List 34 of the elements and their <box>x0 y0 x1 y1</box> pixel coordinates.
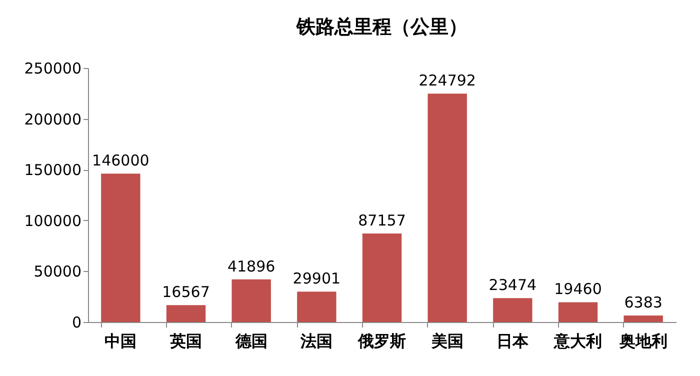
bar <box>428 94 467 322</box>
data-label: 23474 <box>488 276 537 294</box>
y-tick-label: 50000 <box>34 262 82 281</box>
bar <box>297 292 336 322</box>
x-tick-label: 意大利 <box>553 332 602 350</box>
x-tick-label: 美国 <box>430 332 464 350</box>
y-tick-label: 250000 <box>24 60 82 78</box>
y-tick-label: 150000 <box>24 161 82 180</box>
bar <box>166 305 206 322</box>
data-label: 87157 <box>358 211 406 230</box>
x-tick-label: 俄罗斯 <box>357 332 406 350</box>
data-label: 146000 <box>92 152 150 170</box>
bar <box>493 298 532 322</box>
data-label: 6383 <box>624 294 662 312</box>
bar <box>624 316 663 322</box>
x-tick-label: 法国 <box>300 332 333 350</box>
data-label: 16567 <box>162 283 210 302</box>
y-tick-label: 0 <box>72 314 82 332</box>
y-tick-label: 100000 <box>24 212 82 230</box>
data-label: 224792 <box>418 72 476 90</box>
x-tick-label: 德国 <box>234 332 268 350</box>
data-label: 19460 <box>554 280 602 298</box>
data-label: 41896 <box>227 257 276 276</box>
x-tick-label: 中国 <box>104 332 137 350</box>
bar <box>558 302 598 322</box>
bar <box>232 279 271 322</box>
chart-title: 铁路总里程（公里） <box>296 16 468 38</box>
bar <box>362 233 402 322</box>
x-tick-label: 奥地利 <box>618 332 668 350</box>
bar <box>101 174 140 322</box>
data-label: 29901 <box>292 270 341 288</box>
x-tick-label: 英国 <box>169 332 202 350</box>
x-tick-label: 日本 <box>496 332 530 350</box>
y-tick-label: 200000 <box>24 110 82 128</box>
